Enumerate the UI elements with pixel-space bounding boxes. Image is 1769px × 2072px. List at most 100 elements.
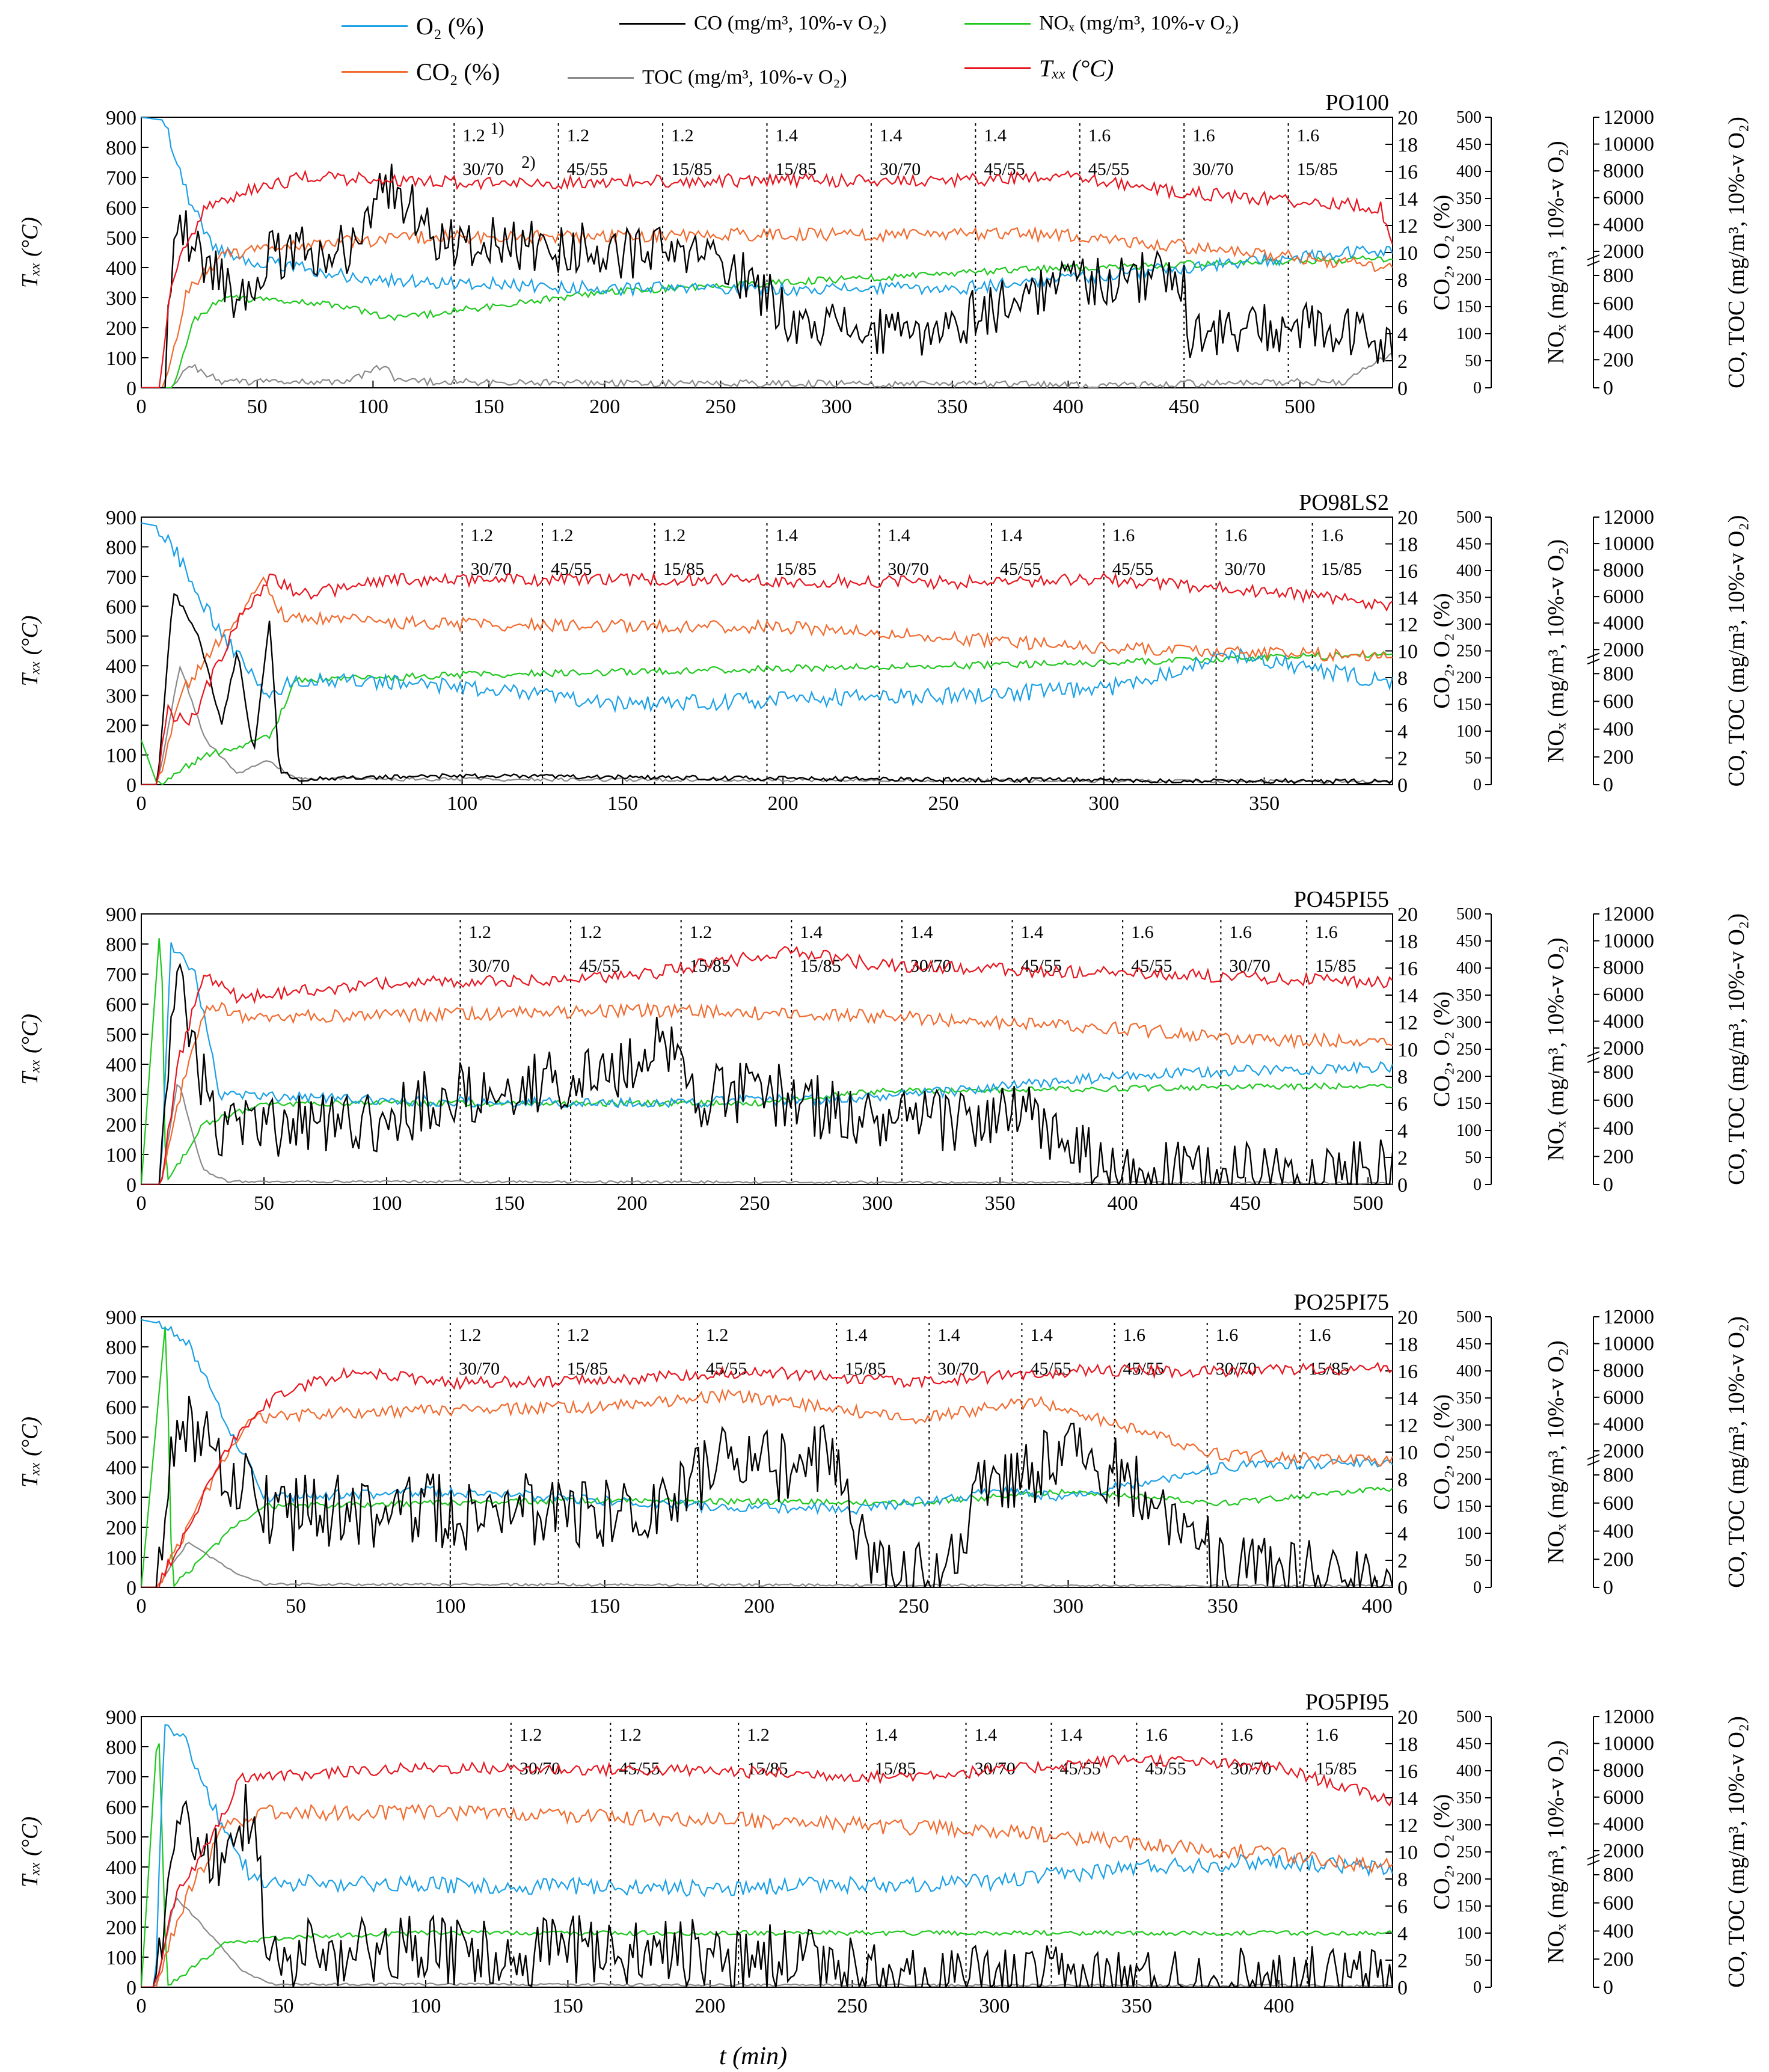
- y2-tick-label: 18: [1397, 534, 1418, 556]
- y2-tick-label: 8: [1397, 1469, 1408, 1491]
- y3-tick-label: 0: [1473, 379, 1482, 397]
- y-tick-label: 500: [106, 1427, 136, 1449]
- y2-tick-label: 0: [1397, 1977, 1408, 1999]
- y4-tick-label: 600: [1603, 293, 1634, 315]
- y-tick-label: 400: [106, 1857, 136, 1879]
- y-axis-label: Tₓₓ (°C): [17, 615, 43, 686]
- y2-axis-label-group: CO₂, O₂ (%): [1429, 992, 1455, 1107]
- series-nox: [141, 1326, 1393, 1587]
- condition-lambda: 1.6: [1315, 922, 1338, 942]
- condition-lambda: 1.4: [937, 1325, 960, 1345]
- series-t-ff: [141, 945, 1393, 1185]
- x-tick-label: 500: [1284, 396, 1315, 418]
- x-tick-label: 300: [862, 1192, 893, 1215]
- y4-tick-label: 12000: [1603, 1706, 1654, 1728]
- y2-tick-label: 20: [1397, 1307, 1418, 1329]
- series-t-ff: [141, 1753, 1393, 1987]
- y3-tick-label: 0: [1473, 1175, 1482, 1194]
- y3-tick-label: 350: [1456, 1389, 1482, 1408]
- axis-break: [1587, 254, 1600, 260]
- y4-tick-label: 4000: [1603, 1813, 1644, 1835]
- y4-tick-label: 12000: [1603, 1306, 1654, 1328]
- condition-lambda: 1.2: [471, 526, 494, 545]
- y3-tick-label: 350: [1456, 589, 1482, 607]
- y3-tick-label: 150: [1456, 1897, 1482, 1916]
- y2-tick-label: 10: [1397, 1842, 1418, 1864]
- y3-tick-label: 50: [1465, 1551, 1482, 1570]
- y2-tick-label: 12: [1397, 1815, 1418, 1837]
- y4-tick-label: 10000: [1603, 930, 1654, 952]
- y3-tick-label: 150: [1456, 1094, 1482, 1113]
- y3-tick-label: 200: [1456, 271, 1482, 289]
- x-tick-label: 250: [898, 1595, 929, 1617]
- condition-ratio: 45/55: [1112, 559, 1153, 579]
- x-tick-label: 200: [744, 1595, 774, 1617]
- y-tick-label: 200: [106, 1917, 136, 1939]
- x-tick-label: 200: [768, 792, 799, 815]
- series-co: [141, 1784, 1393, 1987]
- x-tick-label: 350: [1207, 1595, 1238, 1617]
- condition-lambda: 1.2: [520, 1725, 542, 1745]
- y2-tick-label: 6: [1397, 296, 1408, 319]
- y3-tick-label: 300: [1456, 1416, 1482, 1435]
- y4-tick-label: 0: [1603, 774, 1613, 796]
- y4-tick-label: 8000: [1603, 160, 1644, 182]
- y3-tick-label: 450: [1456, 1735, 1482, 1753]
- condition-ratio: 15/85: [800, 956, 841, 976]
- y3-tick-label: 150: [1456, 696, 1482, 714]
- nox-axis-label: NOₓ (mg/m³, 10%-v O₂): [1544, 1340, 1569, 1563]
- y2-axis-label: CO₂, O₂ (%): [1429, 593, 1455, 708]
- x-tick-label: 250: [837, 1995, 868, 2017]
- plot-frame: [141, 1316, 1393, 1588]
- y4-tick-label: 4000: [1603, 1413, 1644, 1435]
- condition-ratio: 45/55: [1030, 1359, 1071, 1379]
- y2-tick-label: 10: [1397, 1039, 1418, 1061]
- condition-ratio: 30/70: [888, 559, 928, 579]
- y4-tick-label: 2000: [1603, 241, 1644, 263]
- legend-tff-swatch: [964, 67, 1031, 69]
- y-tick-label: 800: [106, 137, 136, 159]
- y4-tick-label: 400: [1603, 321, 1634, 343]
- condition-ratio: 30/70: [880, 159, 921, 179]
- x-tick-label: 250: [705, 396, 736, 418]
- legend-toc-label: TOC (mg/m³, 10%-v O₂): [642, 66, 847, 88]
- nox-axis-label: NOₓ (mg/m³, 10%-v O₂): [1544, 539, 1569, 762]
- x-tick-label: 200: [694, 1995, 725, 2017]
- y2-axis-label-group: CO₂, O₂ (%): [1429, 593, 1455, 708]
- y-tick-label: 600: [106, 596, 136, 618]
- y3-tick-label: 250: [1456, 244, 1482, 262]
- condition-lambda: 1.4: [776, 526, 799, 545]
- y4-tick-label: 400: [1603, 1118, 1634, 1140]
- x-tick-label: 300: [1088, 792, 1119, 815]
- y-tick-label: 400: [106, 1457, 136, 1479]
- y2-tick-label: 20: [1397, 507, 1418, 529]
- condition-ratio: 30/70: [1216, 1359, 1257, 1379]
- series-o2: [141, 1319, 1393, 1515]
- y3-tick-label: 500: [1456, 1708, 1482, 1726]
- y-tick-label: 200: [106, 1114, 136, 1136]
- panel-title: PO5PI95: [1305, 1690, 1389, 1715]
- y4-tick-label: 800: [1603, 265, 1634, 287]
- condition-ratio: 15/85: [1315, 956, 1356, 976]
- series-group: [141, 1319, 1393, 1587]
- y3-tick-label: 0: [1473, 1978, 1482, 1997]
- series-o2: [141, 942, 1393, 1185]
- condition-lambda: 1.4: [910, 922, 933, 942]
- y-tick-label: 300: [106, 287, 136, 310]
- y4-tick-label: 600: [1603, 1492, 1634, 1515]
- y2-tick-label: 8: [1397, 269, 1408, 292]
- condition-ratio: 30/70: [459, 1359, 500, 1379]
- y3-tick-label: 300: [1456, 216, 1482, 235]
- condition-lambda: 1.2: [671, 126, 694, 146]
- axis-break: [1587, 1460, 1600, 1466]
- y-tick-label: 500: [106, 1827, 136, 1849]
- y4-tick-label: 4000: [1603, 1010, 1644, 1032]
- panel-title: PO98LS2: [1299, 490, 1389, 515]
- y3-tick-label: 300: [1456, 1816, 1482, 1834]
- y2-tick-label: 6: [1397, 1896, 1408, 1918]
- y-axis-label-group: Tₓₓ (°C): [17, 217, 43, 288]
- condition-lambda: 1.2: [567, 126, 590, 146]
- y-tick-label: 100: [106, 745, 136, 767]
- condition-ratio: 15/85: [663, 559, 704, 579]
